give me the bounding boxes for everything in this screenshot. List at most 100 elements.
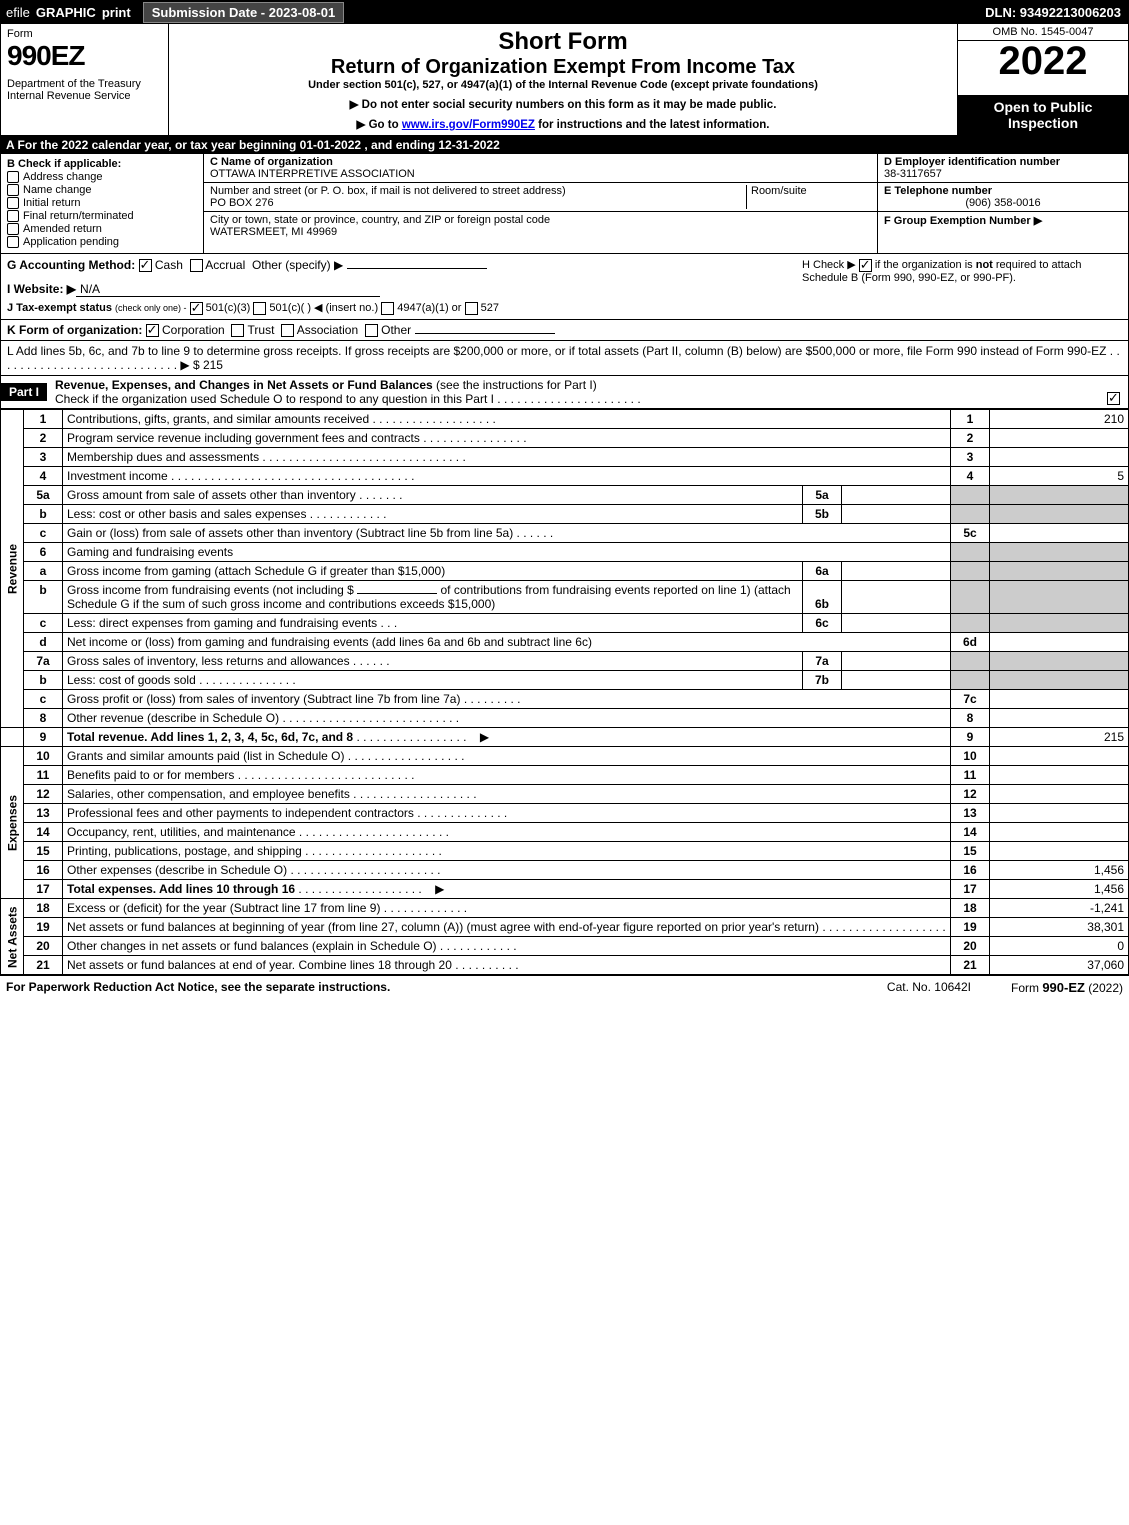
ln6-d: Gaming and fundraising events xyxy=(63,543,951,562)
subtitle: Under section 501(c), 527, or 4947(a)(1)… xyxy=(179,79,947,91)
efile-label: efile xyxy=(0,5,36,20)
checkbox-pending[interactable] xyxy=(7,236,19,248)
k-trust: Trust xyxy=(248,323,275,337)
checkbox-scho[interactable] xyxy=(1107,392,1120,405)
ln7c-d: Gross profit or (loss) from sales of inv… xyxy=(67,692,460,706)
accrual-lbl: Accrual xyxy=(205,258,245,272)
ln6b-d: Gross income from fundraising events (no… xyxy=(67,583,354,597)
ln19-n: 19 xyxy=(24,918,63,937)
ln9-arrow: ▶ xyxy=(480,730,489,744)
k-other: Other xyxy=(381,323,411,337)
checkbox-4947[interactable] xyxy=(381,302,394,315)
checkbox-501c[interactable] xyxy=(253,302,266,315)
ln7b-d: Less: cost of goods sold xyxy=(67,673,196,687)
form-header: Form 990EZ Department of the Treasury In… xyxy=(0,24,1129,136)
website-val: N/A xyxy=(76,282,380,297)
ln15-n: 15 xyxy=(24,842,63,861)
ln5b-n: b xyxy=(24,505,63,524)
ln17-d: Total expenses. Add lines 10 through 16 xyxy=(67,882,295,896)
ln7c-lno: 7c xyxy=(951,690,990,709)
ln17-lno: 17 xyxy=(951,880,990,899)
part1-title: Revenue, Expenses, and Changes in Net As… xyxy=(55,378,433,392)
ln11-n: 11 xyxy=(24,766,63,785)
note2-prefix: ▶ Go to xyxy=(357,119,402,131)
section-l: L Add lines 5b, 6c, and 7b to line 9 to … xyxy=(0,341,1129,376)
ln21-v: 37,060 xyxy=(990,956,1129,975)
ln7c-v xyxy=(990,690,1129,709)
ln7c-n: c xyxy=(24,690,63,709)
ln18-v: -1,241 xyxy=(990,899,1129,918)
k-assoc: Association xyxy=(297,323,358,337)
ln10-n: 10 xyxy=(24,747,63,766)
footer-990ez: 990-EZ xyxy=(1042,980,1085,995)
ln12-lno: 12 xyxy=(951,785,990,804)
b-label: B Check if applicable: xyxy=(7,158,197,170)
ln20-d: Other changes in net assets or fund bala… xyxy=(67,939,437,953)
checkbox-h[interactable] xyxy=(859,259,872,272)
revenue-label: Revenue xyxy=(1,410,24,728)
c-city-lbl: City or town, state or province, country… xyxy=(210,214,550,226)
j-c: 501(c)( ) ◀ (insert no.) xyxy=(269,302,378,314)
checkbox-accrual[interactable] xyxy=(190,259,203,272)
form-label: Form xyxy=(7,28,162,40)
checkbox-trust[interactable] xyxy=(231,324,244,337)
ln6d-n: d xyxy=(24,633,63,652)
checkbox-amended[interactable] xyxy=(7,223,19,235)
ln19-v: 38,301 xyxy=(990,918,1129,937)
checkbox-501c3[interactable] xyxy=(190,302,203,315)
section-b-d: B Check if applicable: Address change Na… xyxy=(0,154,1129,254)
checkbox-address[interactable] xyxy=(7,171,19,183)
h-txt: H Check ▶ xyxy=(802,259,859,271)
checkbox-corp[interactable] xyxy=(146,324,159,337)
footer: For Paperwork Reduction Act Notice, see … xyxy=(0,975,1129,999)
ln1-d: Contributions, gifts, grants, and simila… xyxy=(67,412,369,426)
ln8-lno: 8 xyxy=(951,709,990,728)
ln11-d: Benefits paid to or for members xyxy=(67,768,234,782)
room-lbl: Room/suite xyxy=(746,185,871,209)
ln17-v: 1,456 xyxy=(990,880,1129,899)
cb-name-lbl: Name change xyxy=(23,184,92,196)
ln6c-n: c xyxy=(24,614,63,633)
checkbox-527[interactable] xyxy=(465,302,478,315)
part1-badge: Part I xyxy=(1,383,47,401)
ln13-v xyxy=(990,804,1129,823)
print-link[interactable]: print xyxy=(96,5,137,20)
ln16-lno: 16 xyxy=(951,861,990,880)
note-ssn: ▶ Do not enter social security numbers o… xyxy=(179,97,947,111)
h-txt2: if the organization is xyxy=(872,259,976,271)
ln6d-v xyxy=(990,633,1129,652)
j-c3: 501(c)(3) xyxy=(206,302,251,314)
checkbox-initial[interactable] xyxy=(7,197,19,209)
section-g-h: G Accounting Method: Cash Accrual Other … xyxy=(0,254,1129,320)
checkbox-assoc[interactable] xyxy=(281,324,294,337)
cb-pend-lbl: Application pending xyxy=(23,236,119,248)
checkbox-cash[interactable] xyxy=(139,259,152,272)
j-sub: (check only one) - xyxy=(115,303,187,313)
checkbox-name[interactable] xyxy=(7,184,19,196)
l-txt: L Add lines 5b, 6c, and 7b to line 9 to … xyxy=(7,344,1106,358)
irs-link[interactable]: www.irs.gov/Form990EZ xyxy=(402,119,535,131)
ln6b-n: b xyxy=(24,581,63,614)
g-lbl: G Accounting Method: xyxy=(7,258,135,272)
section-a: A For the 2022 calendar year, or tax yea… xyxy=(0,136,1129,154)
ln10-v xyxy=(990,747,1129,766)
checkbox-other-org[interactable] xyxy=(365,324,378,337)
ln6b-sub: 6b xyxy=(803,581,842,613)
ln4-d: Investment income xyxy=(67,469,168,483)
ln5a-d: Gross amount from sale of assets other t… xyxy=(67,488,356,502)
tax-year: 2022 xyxy=(958,41,1128,81)
ln6d-d: Net income or (loss) from gaming and fun… xyxy=(63,633,951,652)
ln13-d: Professional fees and other payments to … xyxy=(67,806,414,820)
ln7b-sub: 7b xyxy=(803,671,842,689)
j-527: 527 xyxy=(481,302,499,314)
ln6a-d: Gross income from gaming (attach Schedul… xyxy=(63,562,803,580)
ln5a-n: 5a xyxy=(24,486,63,505)
netassets-label: Net Assets xyxy=(1,899,24,975)
ln3-v xyxy=(990,448,1129,467)
ln11-v xyxy=(990,766,1129,785)
cb-amend-lbl: Amended return xyxy=(23,223,102,235)
ln7a-d: Gross sales of inventory, less returns a… xyxy=(67,654,350,668)
cash-lbl: Cash xyxy=(155,258,183,272)
checkbox-final[interactable] xyxy=(7,210,19,222)
ln11-lno: 11 xyxy=(951,766,990,785)
